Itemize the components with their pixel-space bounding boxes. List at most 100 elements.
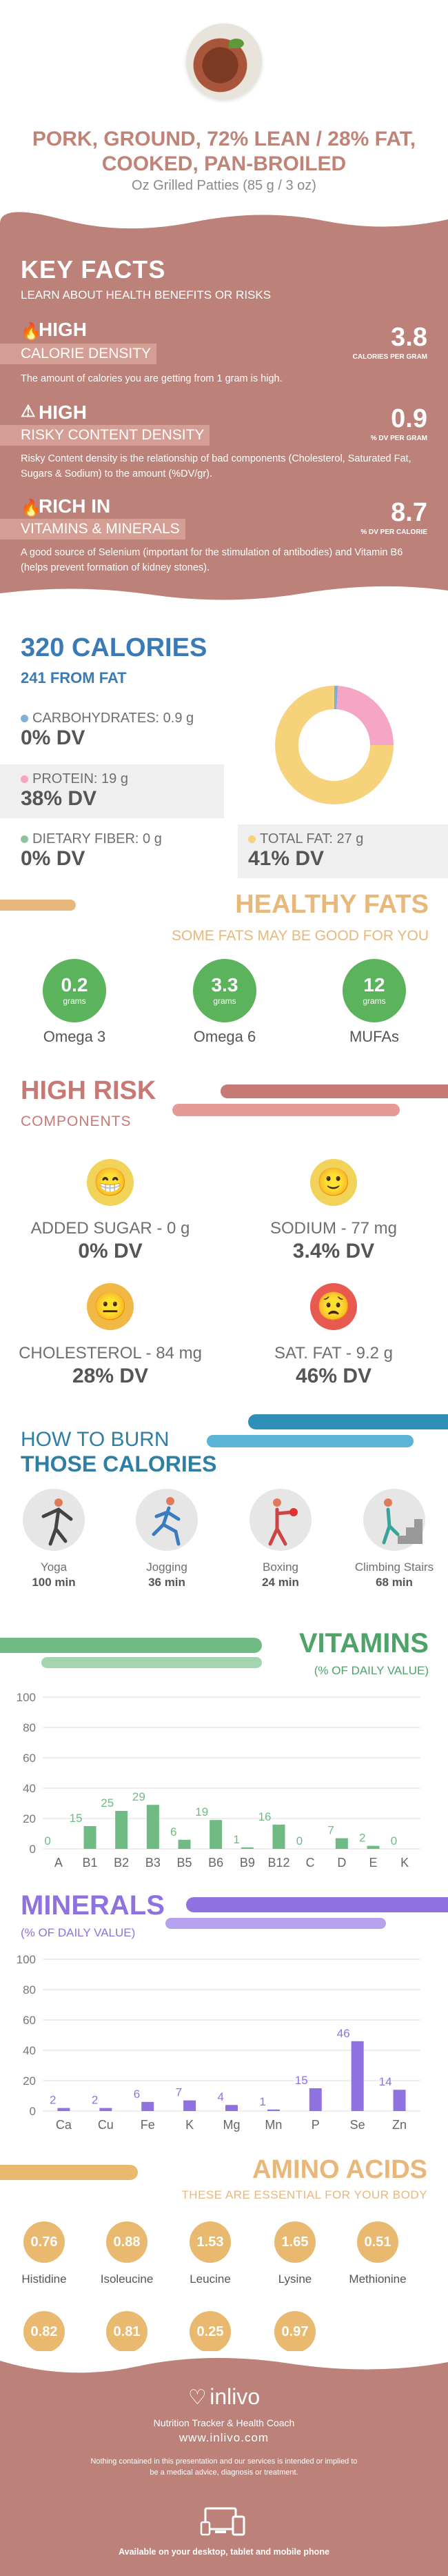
x-tick-label: B5 <box>176 1856 192 1870</box>
amino-name: Leucine <box>190 2272 231 2286</box>
bar-ca <box>57 2108 70 2111</box>
donut-slice-protein <box>336 686 394 745</box>
burn-calories-section: HOW TO BURN THOSE CALORIES Yoga 100 min … <box>0 1407 448 1635</box>
minerals-heading: MINERALS <box>21 1890 165 1921</box>
nutrient-dv: 38% DV <box>21 787 97 810</box>
key-facts-subheading: LEARN ABOUT HEALTH BENEFITS OR RISKS <box>21 288 272 301</box>
nutrient-dv: 0% DV <box>21 726 85 749</box>
nutrient-protein-band <box>0 764 224 818</box>
omega6-badge: 3.3 grams <box>193 959 256 1022</box>
x-tick-label: Zn <box>392 2118 407 2132</box>
x-tick-label: K <box>185 2118 194 2132</box>
bar-value-label: 6 <box>134 2088 140 2101</box>
vitamins-subheading: (% OF DAILY VALUE) <box>314 1664 429 1677</box>
amino-name: Isoleucine <box>100 2272 154 2286</box>
deco-bar <box>0 1638 262 1653</box>
calories-heading: 320 CALORIES <box>21 633 207 662</box>
key-fact-band: CALORIE DENSITY <box>0 344 157 364</box>
bar-value-label: 19 <box>195 1805 208 1819</box>
healthy-fats-heading: HEALTHY FATS <box>235 890 429 919</box>
bar-value-label: 0 <box>296 1834 303 1847</box>
nutrient-dv: 41% DV <box>248 847 325 870</box>
bar-value-label: 2 <box>92 2094 98 2107</box>
activity-name: Climbing Stairs <box>354 1561 434 1574</box>
flame-icon: 🔥 <box>21 322 41 341</box>
mufas-badge: 12 grams <box>343 959 406 1022</box>
deco-bar <box>0 2165 138 2180</box>
healthy-fats-subheading: SOME FATS MAY BE GOOD FOR YOU <box>171 928 429 944</box>
deco-bar <box>221 1084 448 1098</box>
y-tick-label: 20 <box>23 2074 36 2088</box>
y-tick-label: 100 <box>17 1691 36 1704</box>
activity-minutes: 100 min <box>32 1576 76 1589</box>
stairs-icon <box>363 1489 425 1551</box>
bar-d <box>335 1838 348 1849</box>
nutrient-dv: 0% DV <box>21 847 85 870</box>
deco-bar <box>0 900 76 911</box>
amino-badge: 0.51 <box>357 2221 398 2263</box>
footer: ♡ inlivo Nutrition Tracker & Health Coac… <box>0 2351 448 2576</box>
deco-bar <box>172 1104 400 1116</box>
brand-name: inlivo <box>210 2384 261 2409</box>
amino-name: Lysine <box>278 2272 312 2286</box>
fat-value: 0.2 <box>61 974 88 995</box>
x-tick-label: Mg <box>223 2118 240 2132</box>
bar-value-label: 25 <box>101 1796 114 1810</box>
fat-name: Omega 3 <box>43 1028 106 1045</box>
bar-fe <box>141 2101 154 2111</box>
bar-b1 <box>83 1826 96 1849</box>
amino-badge: 0.76 <box>23 2221 65 2263</box>
donut-slice-fat <box>275 686 394 804</box>
x-tick-label: B12 <box>267 1856 289 1870</box>
key-fact-band: RISKY CONTENT DENSITY <box>0 425 210 446</box>
flame-icon: 🔥 <box>21 499 41 517</box>
x-tick-label: Se <box>350 2118 365 2132</box>
key-facts-section: KEY FACTS LEARN ABOUT HEALTH BENEFITS OR… <box>0 206 448 608</box>
amino-name: Histidine <box>21 2272 67 2286</box>
brand-url[interactable]: www.inlivo.com <box>179 2431 269 2444</box>
x-tick-label: D <box>337 1856 346 1870</box>
amino-subheading: THESE ARE ESSENTIAL FOR YOUR BODY <box>181 2188 427 2201</box>
vitamins-heading: VITAMINS <box>298 1628 429 1658</box>
wave-divider <box>0 2351 448 2373</box>
high-risk-heading: HIGH RISK <box>21 1076 156 1105</box>
key-fact-description: The amount of calories you are getting f… <box>21 373 283 384</box>
y-tick-label: 20 <box>23 1812 36 1825</box>
nutrient-protein: PROTEIN: 19 g 38% DV <box>21 771 128 811</box>
bar-b3 <box>146 1805 159 1849</box>
bar-mn <box>267 2109 280 2111</box>
risk-label: SODIUM - 77 mg <box>269 1219 398 1238</box>
burn-heading-line1: HOW TO BURN <box>21 1428 170 1451</box>
bar-value-label: 14 <box>379 2075 392 2088</box>
amino-badge: 0.82 <box>23 2311 65 2352</box>
bar-value-label: 0 <box>44 1834 50 1847</box>
carbs-dot <box>21 715 28 723</box>
activity-name: Yoga <box>40 1561 68 1574</box>
y-tick-label: 100 <box>17 1953 36 1966</box>
food-title: PORK, GROUND, 72% LEAN / 28% FAT, COOKED… <box>32 128 416 175</box>
key-fact-unit: CALORIES PER GRAM <box>352 353 427 361</box>
neutral-face-icon: 😐 <box>87 1283 134 1330</box>
risk-dv: 3.4% DV <box>292 1240 375 1262</box>
y-tick-label: 0 <box>30 2105 36 2118</box>
key-fact-tag: RICH IN <box>39 495 111 517</box>
bar-b6 <box>210 1820 223 1849</box>
nutrient-carbs: CARBOHYDRATES: 0.9 g 0% DV <box>21 711 194 750</box>
nutrient-label: DIETARY FIBER: 0 g <box>32 831 162 846</box>
key-fact-unit: % DV PER GRAM <box>370 435 427 442</box>
bar-value-label: 4 <box>218 2090 224 2103</box>
bar-value-label: 2 <box>50 2094 56 2107</box>
fat-unit: grams <box>363 996 386 1006</box>
key-facts-heading: KEY FACTS <box>21 255 166 284</box>
high-risk-section: HIGH RISK COMPONENTS 😁 ADDED SUGAR - 0 g… <box>0 1076 448 1400</box>
burn-heading-line2: THOSE CALORIES <box>21 1452 217 1476</box>
x-tick-label: B3 <box>145 1856 161 1870</box>
bar-mg <box>225 2105 238 2111</box>
vitamins-section: VITAMINS (% OF DAILY VALUE) 0 20 40 60 80 100… <box>0 1628 448 1890</box>
y-tick-label: 0 <box>30 1843 36 1856</box>
risk-label: ADDED SUGAR - 0 g <box>30 1219 190 1238</box>
amino-acids-section: AMINO ACIDS THESE ARE ESSENTIAL FOR YOUR… <box>0 2146 448 2421</box>
amino-badge: 0.25 <box>190 2311 231 2352</box>
x-tick-label: Ca <box>56 2118 72 2132</box>
x-tick-label: P <box>312 2118 320 2132</box>
